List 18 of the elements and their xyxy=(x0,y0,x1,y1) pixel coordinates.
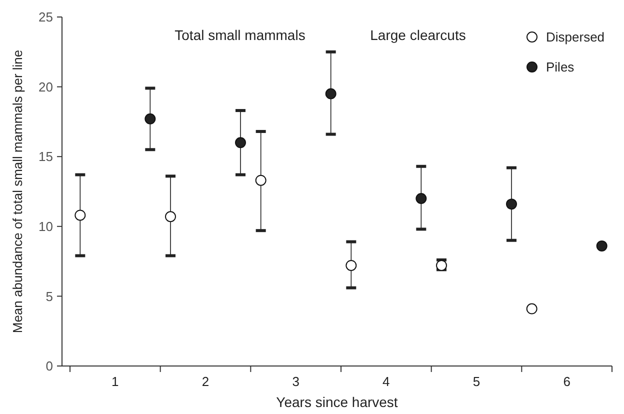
x-tick-label: 1 xyxy=(112,374,119,389)
y-tick-label: 15 xyxy=(38,149,53,164)
x-tick-label: 4 xyxy=(382,374,390,389)
y-axis-title: Mean abundance of total small mammals per line xyxy=(10,50,25,334)
annotation: Large clearcuts xyxy=(370,27,466,43)
x-tick-label: 3 xyxy=(292,374,300,389)
x-tick-label: 2 xyxy=(202,374,210,389)
annotation: Total small mammals xyxy=(174,27,306,43)
y-tick-label: 25 xyxy=(38,10,53,25)
x-tick-label: 6 xyxy=(563,374,570,389)
x-axis-title: Years since harvest xyxy=(276,394,398,410)
legend-label: Piles xyxy=(546,60,575,75)
y-tick-label: 5 xyxy=(46,288,53,304)
y-tick-label: 10 xyxy=(38,218,53,234)
y-tick-label: 20 xyxy=(38,79,53,94)
y-tick-label: 0 xyxy=(46,358,53,374)
legend-label: Dispersed xyxy=(546,30,605,45)
x-tick-label: 5 xyxy=(472,374,480,389)
